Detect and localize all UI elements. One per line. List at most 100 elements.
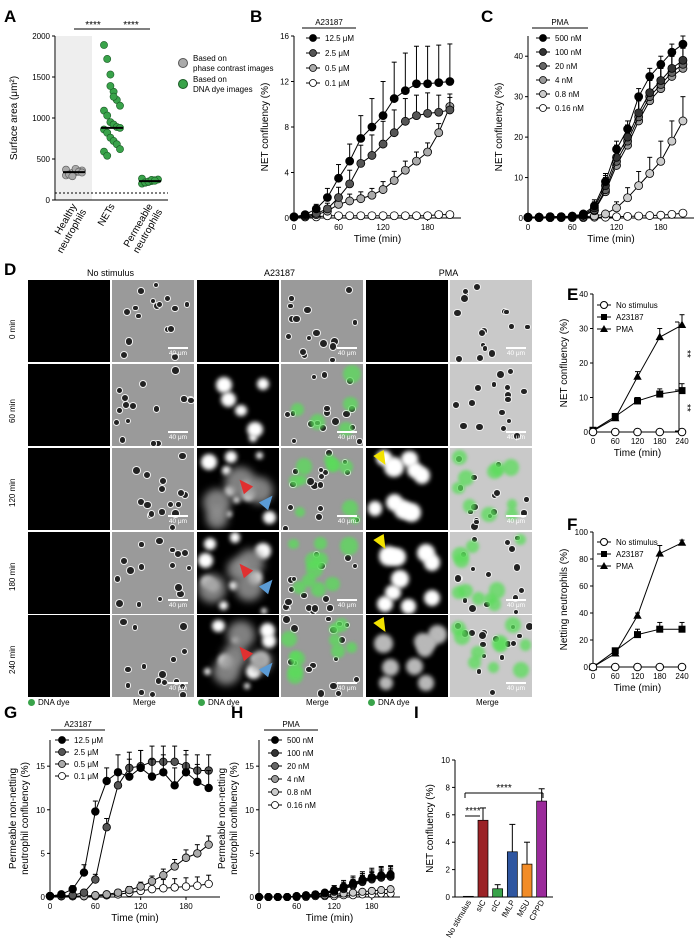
data-point [339,882,348,891]
data-point [534,212,544,222]
series-line [528,120,684,219]
data-point [567,211,577,221]
green-dna-signal [302,573,317,588]
legend-label: 500 nM [287,736,314,745]
cell-dot [467,604,477,614]
merge-image: 40 μm [281,532,363,614]
cell-dot [134,312,142,320]
cell-dot [179,622,188,631]
data-point [667,63,677,73]
y-tick-label: 12 [280,78,289,87]
legend-marker [271,788,279,796]
panel-c-chart: 0 60 120 180 0 10 20 30 40 Time (min) NET confluen… [494,18,694,245]
cell-dot [455,355,464,362]
y-tick-label: 20 [579,636,588,645]
nucleus-blob [405,657,424,675]
green-dna-signal [512,662,529,679]
bar [521,863,533,898]
y-tick-label: 0 [519,214,524,223]
sig-label-1: **** [85,20,101,31]
green-dna-signal [340,537,358,555]
cell-dot [169,562,177,570]
legend-marker [539,62,547,70]
cell-dot [116,387,124,395]
green-dna-signal [314,537,328,551]
nucleus-blob [216,377,233,393]
data-point-circle [633,427,642,437]
y-axis-label: NET confluency (%) [559,319,570,408]
nucleus-blob [416,640,433,657]
data-point [358,887,367,896]
x-tick-label: 120 [376,223,390,232]
data-point [601,177,610,187]
data-point-square [611,647,619,655]
cell-dot [150,440,157,446]
scale-bar-label: 40 μm [506,434,526,441]
green-dna-signal [484,593,496,605]
bar [536,800,548,898]
nucleus-blob [256,452,264,460]
cell-dot [300,591,308,600]
data-point-circle [610,427,620,437]
cell-dot [158,670,167,680]
cell-dot [468,399,476,408]
net-cloud [235,574,263,602]
cell-dot [132,466,142,475]
panel-label-f: F [567,515,577,534]
cell-dot [155,536,164,545]
scale-bar: 40 μm [506,431,526,441]
footer-dna-label-1: DNA dye [38,698,70,707]
nucleus-blob [401,450,418,468]
legend-marker [58,748,66,756]
data-point [634,181,644,191]
cell-dot [309,661,317,670]
data-point [412,211,421,221]
data-point [358,875,367,884]
cell-dot [132,305,139,312]
y-tick-label: 0 [584,428,589,437]
cell-dot [121,393,130,402]
data-point-circle [677,662,687,672]
data-point [445,105,455,115]
nucleus-blob [225,510,233,518]
cell-dot [155,301,164,309]
cell-dot [506,367,515,376]
row-label: 60 min [8,398,17,423]
green-dna-signal [330,644,345,659]
cell-dot [179,691,187,697]
scale-bar: 40 μm [506,599,526,609]
cell-dot [171,366,180,375]
y-axis-label: NET confluency (%) [260,83,271,172]
nucleus-blob [249,434,258,443]
panel-label-g: G [4,703,17,722]
legend-phase-1: Based on [193,54,227,63]
data-point [656,210,666,220]
legend-title: A23187 [315,18,343,27]
cell-dot [351,562,358,569]
data-point [389,211,399,221]
scale-bar-label: 40 μm [506,518,526,525]
x-tick-label: 120 [134,902,148,911]
cell-dot [352,319,359,326]
cell-dot [459,421,468,431]
cell-dot [520,387,528,395]
cell-dot [323,404,331,413]
data-point [91,875,100,884]
green-dna-signal [491,634,508,652]
y-tick-a: 0 [46,196,51,205]
data-point [193,777,202,787]
nucleus-blob [212,619,225,633]
nucleus-blob [198,552,214,568]
dna-dye-image [197,364,279,446]
data-point [645,72,655,81]
data-point [147,772,157,781]
cell-dot [178,451,187,461]
y-tick-label: 16 [280,32,289,41]
merge-image: 40 μm [281,280,363,362]
nucleus-blob [382,659,400,677]
data-point [423,108,433,118]
scale-bar-label: 40 μm [506,685,526,692]
legend-title: PMA [551,18,569,27]
data-point [377,871,386,880]
row-label: 0 min [8,319,17,339]
